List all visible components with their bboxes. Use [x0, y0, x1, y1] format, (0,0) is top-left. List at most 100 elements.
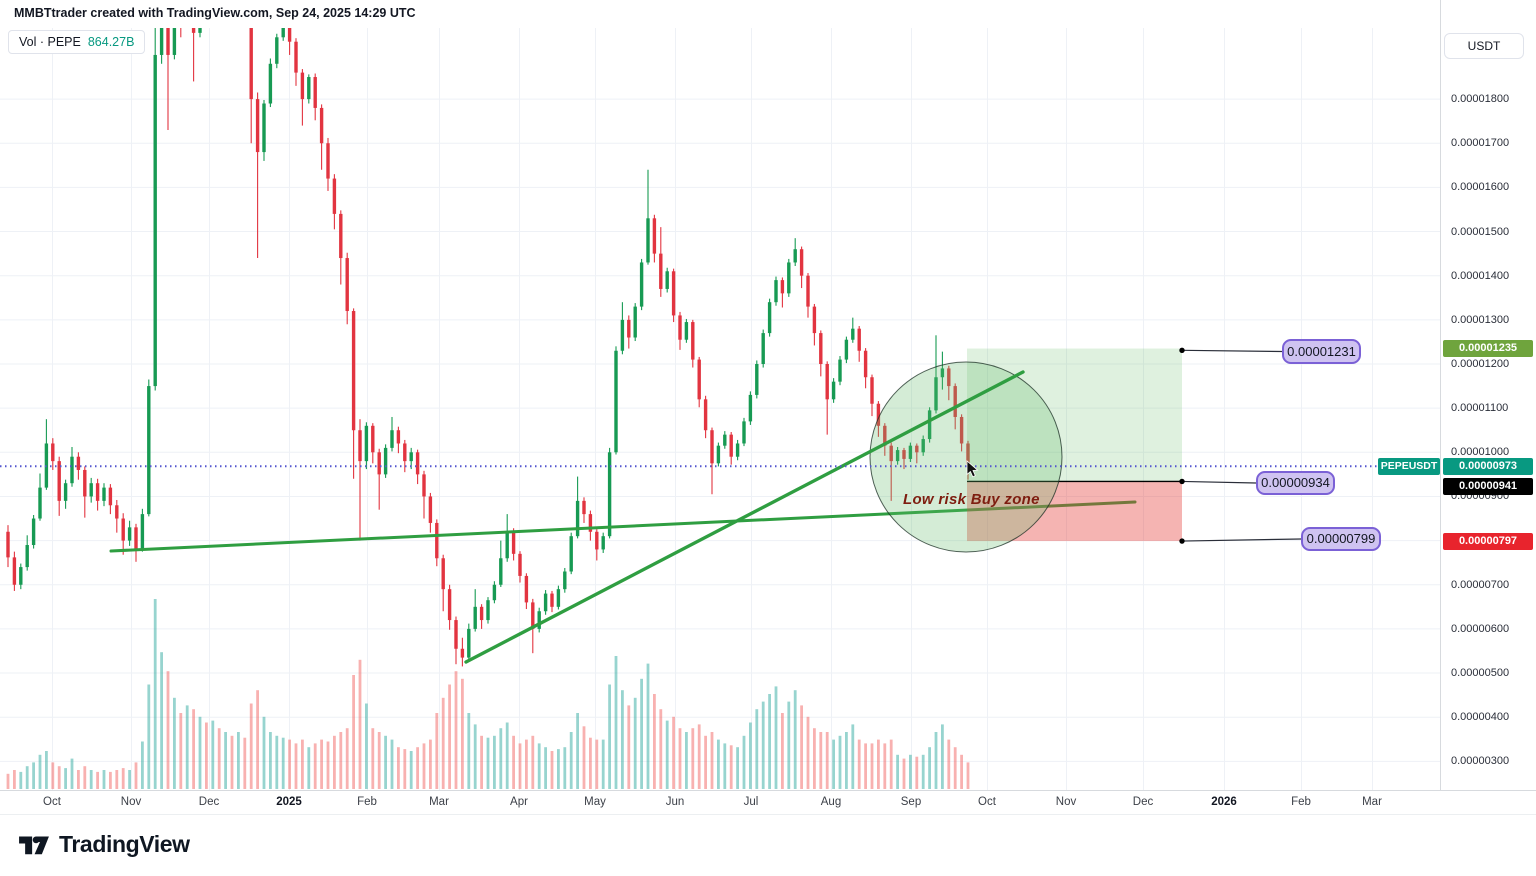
volume-bar [960, 754, 963, 789]
tradingview-logo-text: TradingView [59, 830, 190, 857]
mouse-cursor-icon [966, 460, 979, 478]
volume-bar [160, 652, 163, 789]
candle-body [806, 275, 810, 307]
candle-body [441, 558, 445, 590]
volume-bar [192, 709, 195, 789]
volume-bar [813, 728, 816, 789]
buy-zone-annotation-text[interactable]: Low risk Buy zone [903, 491, 1040, 508]
callout-anchor-dot[interactable] [1179, 478, 1185, 485]
loss-zone[interactable] [967, 481, 1182, 542]
volume-bar [435, 713, 439, 789]
volume-bar [429, 739, 432, 789]
candle-body [76, 456, 81, 470]
volume-bar [691, 728, 695, 789]
candle-body [646, 218, 650, 263]
callout-anchor-dot[interactable] [1179, 538, 1185, 544]
volume-bar [659, 709, 663, 789]
price-tick-label: 0.00001400 [1451, 269, 1510, 282]
time-axis-label: Sep [900, 796, 922, 808]
chart-pane[interactable] [0, 28, 1440, 790]
candle-body [755, 364, 759, 395]
callout-connector [1181, 480, 1257, 484]
volume-bar [800, 705, 803, 789]
volume-bar [864, 743, 867, 789]
candle-body [12, 557, 17, 585]
time-axis-label: May [584, 796, 606, 808]
candle-body [902, 450, 906, 459]
volume-bar [422, 743, 426, 789]
volume-bar [249, 703, 253, 789]
currency-toggle-button[interactable]: USDT [1444, 33, 1524, 59]
volume-bar [915, 756, 919, 789]
price-callout-entry[interactable]: 0.00000934 [1256, 471, 1335, 495]
candle-body [51, 443, 55, 462]
candle-body [614, 350, 618, 453]
volume-bar [877, 739, 880, 789]
candle-body [492, 584, 497, 601]
candle-body [115, 505, 119, 519]
candle-body [255, 99, 260, 153]
volume-bar [569, 732, 573, 789]
volume-bar [134, 762, 138, 789]
volume-bar [749, 722, 752, 789]
highlight-ellipse[interactable] [869, 361, 1063, 553]
candle-body [723, 434, 727, 446]
volume-bar [307, 747, 311, 789]
volume-bar [25, 766, 29, 789]
price-axis[interactable]: 0.00001800 0.00001700 0.00001600 0.00001500… [1440, 0, 1536, 812]
volume-bar [371, 728, 375, 789]
volume-bar [205, 722, 208, 789]
volume-bar [6, 773, 10, 789]
candle-body [729, 434, 733, 457]
volume-bar [89, 770, 93, 789]
volume-bar [544, 747, 547, 789]
volume-bar [736, 747, 739, 789]
volume-bar [518, 743, 522, 789]
trendline-shallow-support[interactable] [109, 500, 1137, 553]
volume-bar [320, 739, 323, 789]
candle-body [499, 558, 503, 585]
candle-body [793, 249, 797, 263]
tradingview-logo[interactable]: TradingView [18, 830, 190, 858]
volume-bar [582, 726, 586, 789]
volume-legend-chip[interactable]: Vol · PEPE 864.27B [8, 30, 146, 54]
candle-body [940, 368, 945, 378]
volume-bar [678, 728, 682, 789]
time-axis-label: Oct [978, 796, 996, 808]
candle-body [863, 350, 868, 378]
candle-body [639, 262, 644, 307]
candle-body [831, 381, 836, 400]
profit-zone[interactable] [967, 348, 1182, 482]
candle-body [895, 450, 900, 462]
time-axis-label: Feb [357, 796, 377, 808]
volume-bar [179, 713, 183, 789]
time-axis-label: 2025 [276, 796, 302, 808]
callout-anchor-dot[interactable] [1179, 347, 1185, 354]
volume-bar [243, 737, 247, 789]
volume-bar [781, 713, 784, 789]
trendline-steep-support[interactable] [464, 370, 1025, 664]
volume-bar [121, 768, 125, 789]
volume-bar [563, 747, 567, 789]
volume-bar [384, 735, 387, 789]
candle-body [428, 496, 433, 523]
time-axis[interactable]: Oct Nov Dec 2025 Feb Mar Apr May Jun Jul Aug Sep Oct… [0, 790, 1536, 815]
candle-body [947, 368, 951, 387]
price-callout-target[interactable]: 0.00001231 [1282, 339, 1361, 364]
volume-bar [832, 739, 835, 789]
candle-body [505, 531, 509, 559]
volume-bar [96, 771, 99, 789]
volume-bar [467, 713, 471, 789]
volume-bar [493, 735, 496, 789]
volume-bar [45, 751, 48, 789]
price-tick-label: 0.00001000 [1451, 446, 1510, 459]
volume-bar [275, 735, 279, 789]
candle-body [518, 553, 522, 576]
candle-body [556, 589, 561, 607]
price-callout-stop[interactable]: 0.00000799 [1301, 527, 1381, 551]
candle-body [927, 410, 932, 440]
volume-bar [13, 770, 16, 789]
candle-body [467, 628, 471, 658]
candle-body [774, 280, 778, 303]
volume-bar [256, 690, 259, 789]
